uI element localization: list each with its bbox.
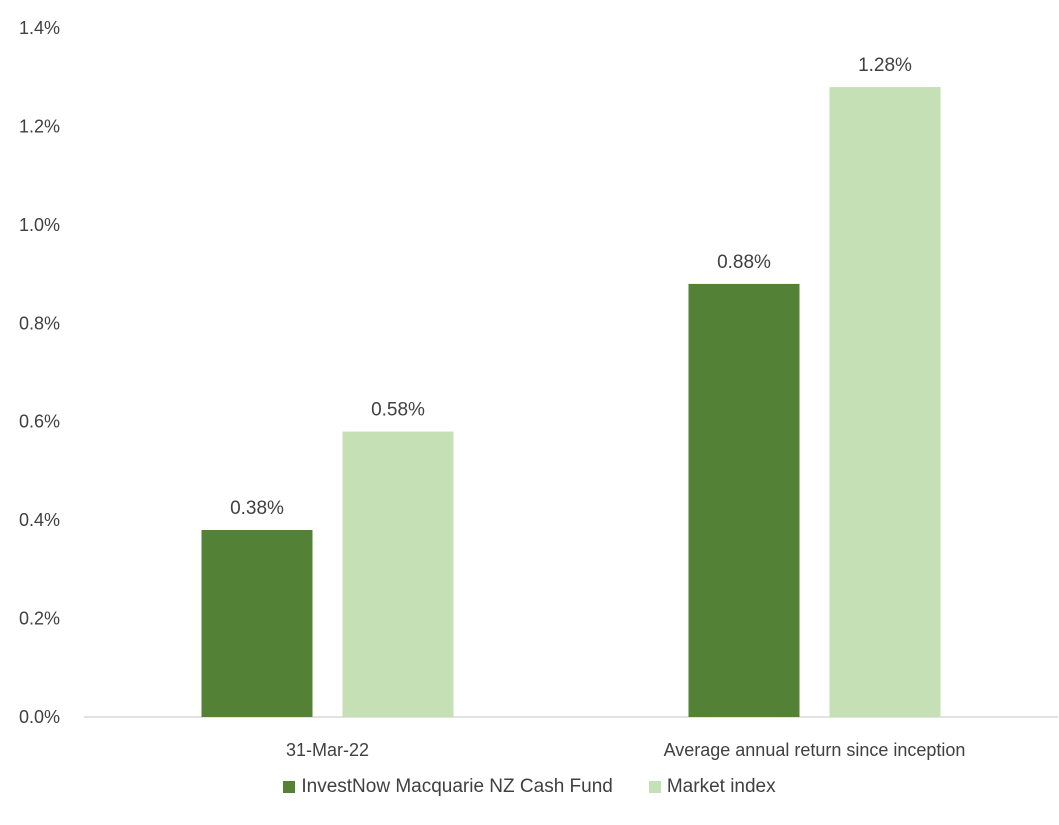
category-labels: 31-Mar-22 Average annual return since inc… (286, 740, 965, 760)
legend-item-index: Market index (648, 776, 776, 798)
x-category-label: 31-Mar-22 (286, 740, 369, 760)
legend-swatch-index (648, 781, 661, 793)
bars-group: 0.38% 0.58% 0.88% 1.28% (201, 55, 941, 718)
legend-label-fund: InvestNow Macquarie NZ Cash Fund (301, 776, 613, 797)
legend: InvestNow Macquarie NZ Cash Fund Market … (0, 773, 1059, 801)
y-tick-label: 0.0% (19, 707, 60, 727)
legend-label-index: Market index (666, 776, 776, 797)
y-tick-label: 1.4% (19, 18, 60, 38)
bar-fund-1 (688, 283, 800, 717)
bar-index-1 (829, 87, 941, 718)
x-category-label: Average annual return since inception (664, 740, 966, 760)
y-tick-label: 0.4% (19, 510, 60, 530)
y-axis-ticks: 0.0% 0.2% 0.4% 0.6% 0.8% 1.0% 1.2% 1.4% (19, 18, 60, 727)
bar-chart: 0.0%0.2%0.4%0.6%0.8%1.0%1.2%1.4% 0.38%0.… (19, 18, 1058, 760)
bar-index-0 (342, 431, 454, 717)
y-tick-label: 0.8% (19, 313, 60, 333)
y-tick-label: 1.2% (19, 116, 60, 136)
bar-fund-0 (201, 529, 313, 717)
data-label: 0.58% (371, 400, 425, 421)
legend-swatch-fund (283, 781, 296, 793)
y-tick-label: 0.6% (19, 412, 60, 432)
data-label: 0.88% (717, 252, 771, 273)
legend-item-fund: InvestNow Macquarie NZ Cash Fund (283, 776, 613, 798)
data-label: 1.28% (858, 55, 912, 76)
y-tick-label: 1.0% (19, 215, 60, 235)
y-tick-label: 0.2% (19, 609, 60, 629)
data-label: 0.38% (230, 498, 284, 519)
